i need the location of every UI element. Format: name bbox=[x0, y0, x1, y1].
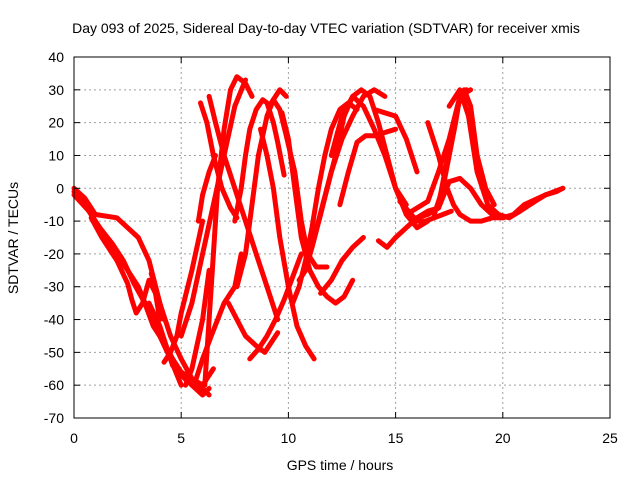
x-tick-label: 0 bbox=[70, 430, 78, 446]
tick-labels: 0 5 10 15 20 25 40 30 20 10 0 -10 -20 -30 -40 -50 -60 -70 bbox=[44, 49, 618, 446]
series-trace bbox=[425, 120, 506, 224]
series-trace bbox=[436, 87, 497, 208]
series-trace bbox=[414, 175, 566, 221]
y-tick-label: -70 bbox=[44, 410, 64, 426]
y-tick-label: 20 bbox=[48, 115, 64, 131]
series-trace bbox=[146, 300, 212, 398]
plot-frame bbox=[73, 56, 611, 419]
series-trace bbox=[183, 267, 212, 388]
series-trace bbox=[88, 215, 163, 322]
series-trace bbox=[337, 126, 399, 208]
series-trace bbox=[202, 74, 255, 388]
x-tick-label: 20 bbox=[495, 430, 511, 446]
series-trace bbox=[225, 300, 281, 355]
y-tick-label: -60 bbox=[44, 377, 64, 393]
y-tick-label: -20 bbox=[44, 246, 64, 262]
x-tick-label: 25 bbox=[602, 430, 618, 446]
y-tick-label: 10 bbox=[48, 147, 64, 163]
series-trace bbox=[195, 153, 218, 224]
series-trace bbox=[178, 77, 248, 339]
x-tick-label: 10 bbox=[281, 430, 297, 446]
y-tick-label: 40 bbox=[48, 49, 64, 65]
x-axis-label: GPS time / hours bbox=[287, 457, 394, 473]
x-tick-label: 15 bbox=[388, 430, 404, 446]
series-trace bbox=[258, 126, 317, 362]
series-trace bbox=[247, 251, 304, 362]
data-series bbox=[71, 74, 566, 398]
series-trace bbox=[161, 218, 206, 365]
y-axis-label: SDTVAR / TECUs bbox=[5, 182, 21, 294]
y-tick-label: -30 bbox=[44, 279, 64, 295]
y-tick-label: -50 bbox=[44, 344, 64, 360]
series-trace bbox=[318, 235, 366, 296]
series-trace bbox=[148, 271, 167, 322]
series-trace bbox=[232, 97, 287, 224]
series-trace bbox=[279, 110, 356, 306]
series-trace bbox=[266, 87, 289, 109]
y-tick-label: 0 bbox=[56, 180, 64, 196]
y-tick-label: 30 bbox=[48, 82, 64, 98]
axis-ticks bbox=[73, 56, 611, 419]
chart-title: Day 093 of 2025, Sidereal Day-to-day VTE… bbox=[72, 20, 580, 36]
series-trace bbox=[371, 107, 420, 175]
y-tick-label: -10 bbox=[44, 213, 64, 229]
x-tick-label: 5 bbox=[177, 430, 185, 446]
y-tick-label: -40 bbox=[44, 312, 64, 328]
series-trace bbox=[375, 205, 441, 250]
series-trace bbox=[397, 198, 454, 224]
